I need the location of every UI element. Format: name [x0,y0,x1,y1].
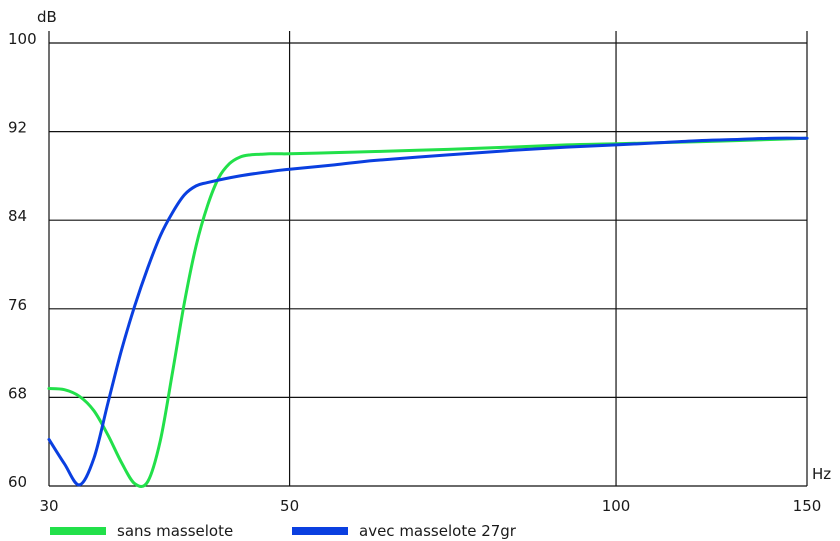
x-axis-label: Hz [812,465,831,483]
y-tick-label: 84 [8,207,27,225]
legend-label-0: sans masselote [117,522,233,540]
series-line-0 [47,136,809,489]
legend-swatch-0 [50,527,106,535]
legend-label-1: avec masselote 27gr [359,522,517,540]
y-tick-label: 76 [8,296,27,314]
y-tick-label: 60 [8,473,27,491]
y-tick-label: 100 [8,30,37,48]
y-tick-label: 92 [8,119,27,137]
x-tick-label: 50 [280,497,299,515]
y-tick-label: 68 [8,384,27,402]
series-lines [47,136,809,489]
series-line-1 [47,136,809,487]
x-tick-label: 30 [39,497,58,515]
grid [48,31,808,487]
x-tick-label: 100 [602,497,631,515]
legend: sans masselote avec masselote 27gr [50,522,517,540]
x-tick-label: 150 [793,497,822,515]
legend-swatch-1 [292,527,348,535]
y-axis-label: dB [37,8,57,26]
tick-labels: 60 68 76 84 92 100 30 50 100 150 [8,30,821,515]
